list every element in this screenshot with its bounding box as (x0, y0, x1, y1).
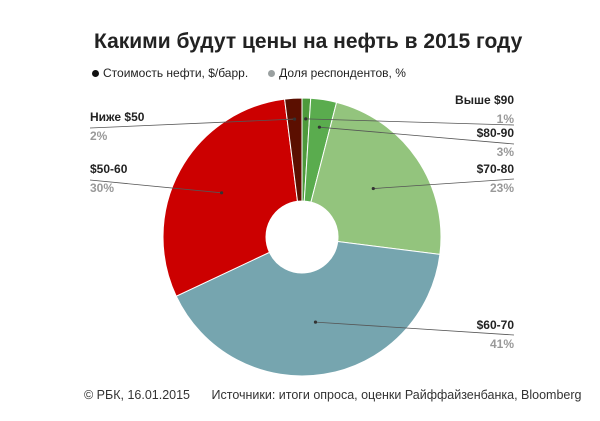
legend-item-respondents: Доля респондентов, % (268, 66, 406, 80)
slices (162, 97, 442, 377)
sources-text: Источники: итоги опроса, оценки Райффайз… (211, 388, 582, 402)
category-label-1: $80-90 (477, 126, 515, 140)
slice-2 (310, 101, 442, 255)
percent-label-2: 23% (490, 181, 514, 195)
slice-4 (162, 98, 299, 297)
category-label-5: Ниже $50 (90, 110, 145, 124)
legend-dot-gray (268, 69, 276, 77)
category-label-3: $60-70 (477, 318, 515, 332)
percent-label-1: 3% (497, 145, 515, 159)
chart-title: Какими будут цены на нефть в 2015 году (94, 30, 523, 53)
slice-3 (175, 240, 441, 377)
leader-line-1 (319, 126, 515, 145)
legend-dot-black (92, 69, 99, 77)
leader-dot-2 (371, 186, 375, 191)
leader-dot-4 (220, 191, 224, 195)
leader-dot-5 (292, 117, 297, 121)
category-label-0: Выше $90 (455, 93, 514, 107)
percent-label-0: 1% (497, 112, 515, 126)
slice-labels: Выше $90 1%$80-90 3% $70-80 23% $60-70 41% $50-… (90, 93, 514, 351)
leader-dot-1 (317, 125, 321, 129)
leader-dot-0 (304, 117, 308, 121)
leader-line-5 (89, 118, 295, 129)
leader-line-3 (315, 321, 515, 336)
legend-item-oil-price: Стоимость нефти, $/барр. (92, 66, 248, 80)
legend: Стоимость нефти, $/барр. Доля респондент… (92, 66, 426, 80)
percent-label-4: 30% (90, 181, 114, 195)
leader-dot-3 (313, 320, 318, 324)
legend-label-oil-price: Стоимость нефти, $/барр. (103, 66, 249, 80)
leader-line-2 (373, 178, 515, 189)
category-label-2: $70-80 (477, 162, 515, 176)
leader-line-0 (305, 118, 515, 126)
legend-label-respondents: Доля респондентов, % (279, 66, 406, 80)
footer: © РБК, 16.01.2015 Источники: итоги опрос… (84, 388, 581, 402)
leader-lines (89, 117, 515, 336)
slice-5 (284, 97, 303, 202)
copyright-text: © РБК, 16.01.2015 (84, 388, 191, 402)
percent-label-3: 41% (490, 337, 514, 351)
category-label-4: $50-60 (90, 162, 128, 176)
leader-line-4 (89, 179, 222, 194)
percent-label-5: 2% (90, 129, 108, 143)
